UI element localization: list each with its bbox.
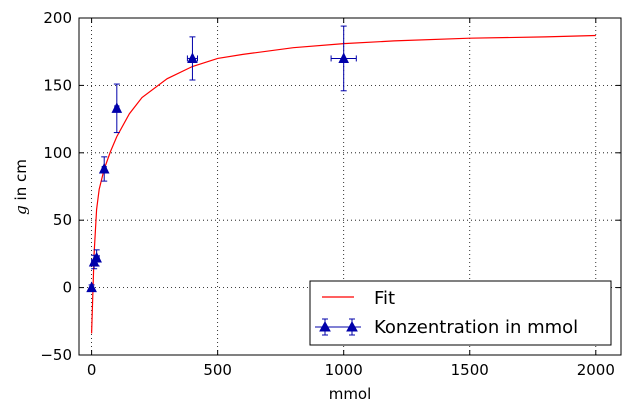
x-tick-label: 2000	[577, 361, 615, 379]
legend-triangle-1	[319, 320, 331, 332]
triangle-marker	[338, 52, 350, 63]
y-tick-label: 100	[43, 144, 72, 162]
legend-data-label: Konzentration in mmol	[374, 317, 578, 338]
triangle-marker	[98, 162, 110, 174]
x-axis-label: mmol	[329, 385, 372, 403]
fit-curve	[91, 34, 596, 334]
data-point	[330, 25, 357, 92]
data-point	[86, 281, 97, 293]
fit-layer	[91, 34, 596, 334]
y-axis-label: g in cm	[12, 159, 30, 215]
plot-frame	[78, 17, 622, 356]
x-tick-label: 500	[203, 361, 232, 379]
x-tick-label: 0	[87, 361, 97, 379]
triangle-marker	[91, 251, 102, 263]
y-tick-label: 150	[43, 76, 72, 94]
data-point	[111, 83, 123, 134]
data-point	[186, 36, 198, 81]
triangle-marker	[187, 52, 198, 63]
y-axis-label-variable: g	[12, 205, 30, 215]
y-axis-label-unit: in cm	[12, 159, 30, 205]
data-point	[91, 249, 102, 267]
y-tick-label: 0	[62, 279, 72, 297]
legend-triangle-2	[346, 320, 358, 332]
data-point	[98, 156, 110, 182]
legend-fit-label: Fit	[374, 288, 395, 309]
y-tick-label: −50	[40, 346, 72, 364]
data-points	[86, 25, 357, 293]
triangle-marker	[111, 102, 123, 113]
x-tick-label: 1000	[325, 361, 363, 379]
y-tick-label: 200	[43, 9, 72, 27]
legend: Fit Konzentration in mmol	[309, 280, 612, 346]
x-tick-label: 1500	[451, 361, 489, 379]
legend-box	[309, 280, 612, 346]
y-tick-labels: −50 0 50 100 150 200	[40, 9, 72, 364]
axis-ticks	[79, 17, 621, 356]
y-tick-label: 50	[53, 211, 72, 229]
triangle-marker	[86, 281, 97, 293]
x-tick-labels: 0 500 1000 1500 2000	[87, 361, 615, 379]
legend-errorbar-marker	[315, 318, 361, 336]
